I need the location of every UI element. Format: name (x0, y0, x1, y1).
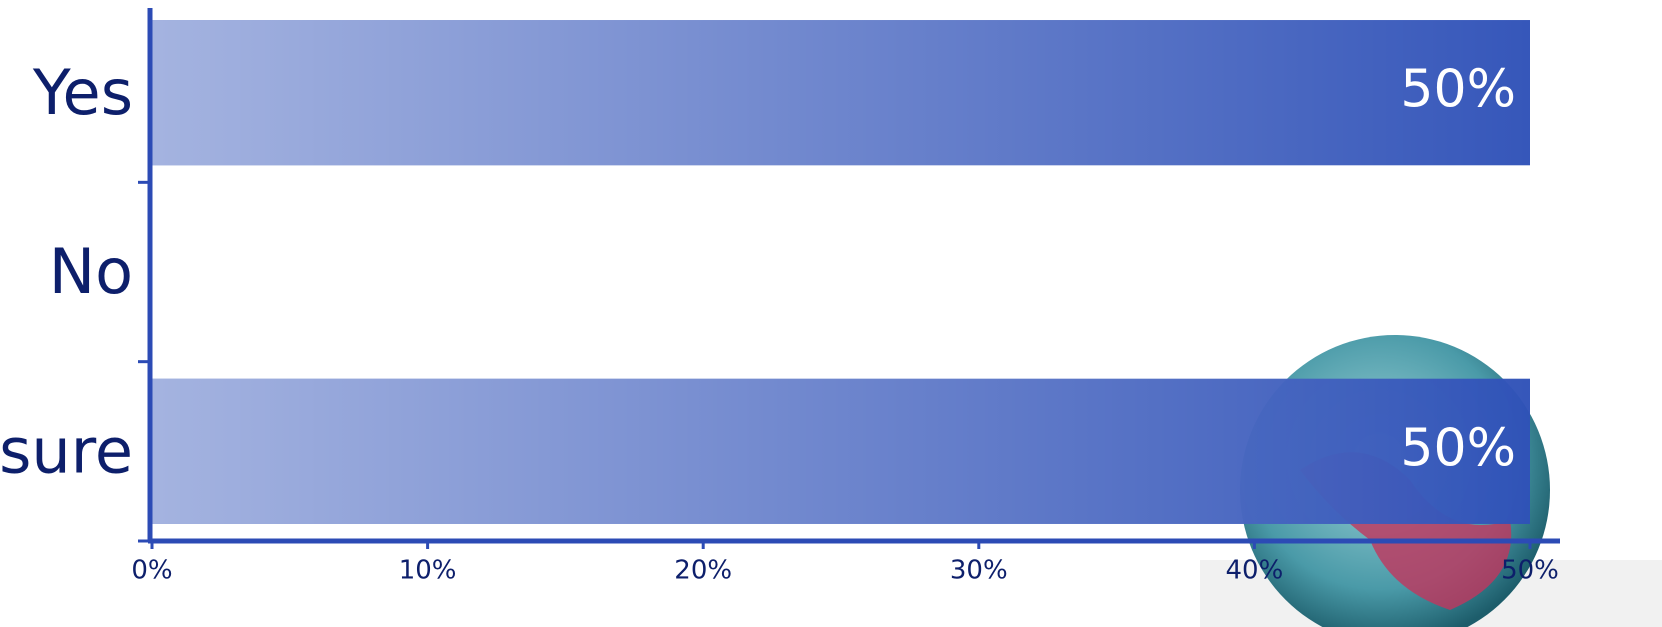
category-label: sure (0, 414, 133, 487)
value-label: 50% (1400, 418, 1516, 478)
x-tick-label: 30% (950, 556, 1008, 586)
category-label: Yes (32, 56, 133, 129)
x-tick-label: 40% (1226, 556, 1284, 586)
x-tick-label: 10% (399, 556, 457, 586)
category-label: No (49, 235, 133, 308)
value-label: 50% (1400, 60, 1516, 120)
bar-highlight (152, 378, 1530, 524)
plot: 50% 50% (152, 20, 1530, 524)
x-tick-label: 50% (1501, 556, 1559, 586)
x-tick-label: 20% (674, 556, 732, 586)
x-tick-label: 0% (131, 556, 172, 586)
bar-highlight (152, 20, 1530, 166)
